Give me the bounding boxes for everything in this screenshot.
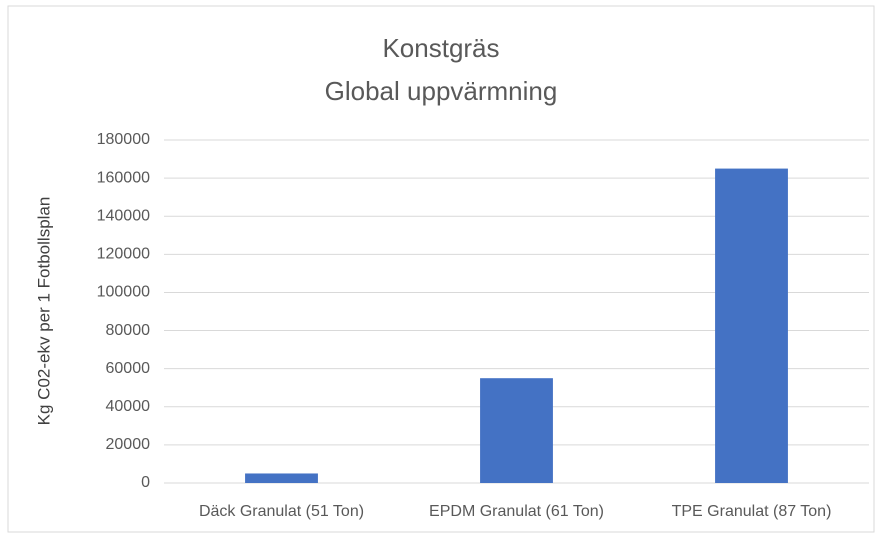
y-tick-label: 60000 [106,360,151,377]
y-tick-label: 160000 [97,169,150,186]
y-tick-label: 120000 [97,246,150,263]
bar [480,378,553,483]
x-tick-label: EPDM Granulat (61 Ton) [429,503,604,520]
y-tick-label: 80000 [106,322,151,339]
y-tick-label: 0 [141,474,150,491]
x-tick-label: Däck Granulat (51 Ton) [199,503,364,520]
y-tick-label: 100000 [97,284,150,301]
bar [715,168,788,484]
y-tick-label: 140000 [97,207,150,224]
x-tick-label: TPE Granulat (87 Ton) [672,503,832,520]
y-tick-label: 20000 [106,436,151,453]
bar [245,473,318,483]
y-tick-label: 180000 [97,131,150,148]
chart-subtitle: Global uppvärmning [325,76,558,106]
y-tick-label: 40000 [106,398,151,415]
chart-title: Konstgräs [382,33,499,63]
y-axis-label: Kg C02-ekv per 1 Fotbollsplan [34,197,53,426]
